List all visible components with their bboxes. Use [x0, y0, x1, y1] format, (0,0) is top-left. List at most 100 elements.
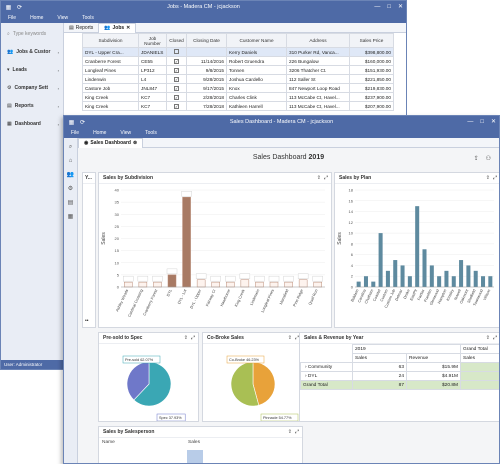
- pivot-row[interactable]: Grand Total 87 $20.8M: [300, 380, 499, 390]
- category-label: Mansfield: [279, 289, 289, 305]
- table-row[interactable]: DYL - Upper Cra... JDANIELS Kerry Daniels 3…: [82, 47, 394, 57]
- more-icon[interactable]: ••: [85, 318, 89, 324]
- closed-checkbox[interactable]: ✓: [174, 58, 179, 64]
- export-icon[interactable]: ⇪: [287, 335, 292, 341]
- refresh-icon[interactable]: ⟳: [16, 4, 23, 11]
- table-row[interactable]: King Creek KC7 ✓ 2/28/2018 Charles Clink 113 …: [82, 92, 394, 102]
- category-label: Drake: [403, 289, 411, 300]
- search-box[interactable]: ⌕ Type keywords: [7, 31, 47, 37]
- search-icon[interactable]: ⌕: [68, 144, 73, 150]
- tick-label: 0: [117, 285, 120, 290]
- close-icon[interactable]: ✕: [490, 119, 496, 125]
- closed-checkbox[interactable]: ✓: [174, 94, 179, 100]
- report-icon[interactable]: ▤: [67, 200, 74, 206]
- sidebar-item-reports[interactable]: ▤ Reports ›: [7, 103, 59, 109]
- bar: [407, 276, 412, 287]
- year-filter-panel: Y... ••: [82, 172, 96, 328]
- refresh-icon[interactable]: ⟳: [79, 119, 86, 126]
- pivot-row[interactable]: › DYL 24 $4.91M: [300, 371, 499, 381]
- people-icon: 👥: [7, 49, 14, 55]
- fullscreen-icon[interactable]: ⤢: [294, 429, 299, 435]
- export-icon[interactable]: ⇪: [485, 175, 490, 181]
- window-title: Sales Dashboard - Madera CM - jcjackson: [229, 119, 334, 125]
- pivot-cell: [460, 362, 499, 372]
- menu-file[interactable]: File: [71, 130, 80, 136]
- table-row[interactable]: Longleaf Pines LP312 ✓ 9/8/2015 Tonnen 3206 T…: [82, 65, 394, 75]
- settings-icon[interactable]: ⚙: [67, 186, 74, 192]
- col-customer-name[interactable]: Customer Name: [226, 33, 287, 48]
- menu-view[interactable]: View: [57, 15, 69, 21]
- bar: [269, 281, 279, 288]
- category-label: Glenwood: [429, 289, 440, 306]
- export-icon[interactable]: ⇪: [485, 335, 490, 341]
- col-job-number[interactable]: Job Number: [138, 33, 167, 48]
- pie-slice: [133, 361, 172, 407]
- tick-label: 4: [351, 263, 354, 268]
- share-icon[interactable]: ⚇: [485, 156, 491, 162]
- table-cell: LP312: [138, 65, 167, 75]
- table-row[interactable]: King Creek KC7 ✓ 7/28/2018 Kathleen Harrell 1…: [82, 101, 394, 111]
- col-closed[interactable]: Closed: [166, 33, 187, 48]
- pie-label-box: [226, 355, 265, 364]
- tab-jobs[interactable]: 👥 Jobs ✕: [98, 22, 137, 33]
- sidebar: ⌕ Type keywords 👥 Jobs & Custor › ▾ Leads › ⚙…: [1, 23, 64, 369]
- col-address[interactable]: Address: [286, 33, 350, 48]
- revenue-pivot-table: 2019 Grand Total Sales Revenue Sales › C…: [300, 344, 499, 390]
- category-label: Baldwin: [350, 289, 359, 303]
- dashboard-icon[interactable]: ▦: [67, 214, 74, 220]
- panel-header: Sales by Salesperson ⇪ ⤢: [99, 427, 302, 438]
- table-cell: KC7: [138, 92, 167, 102]
- table-cell: Kerry Daniels: [226, 47, 287, 57]
- tab-sales-dashboard[interactable]: ◉ Sales Dashboard ⊗: [78, 137, 144, 148]
- menu-tools[interactable]: Tools: [82, 15, 94, 21]
- bar: [356, 281, 361, 287]
- export-icon[interactable]: ⇪: [183, 335, 188, 341]
- fullscreen-icon[interactable]: ⤢: [294, 335, 299, 341]
- closed-checkbox[interactable]: ✓: [174, 76, 179, 82]
- closed-checkbox[interactable]: ✓: [174, 103, 179, 109]
- export-icon[interactable]: ⇪: [316, 175, 321, 181]
- pivot-row[interactable]: › Community 63 $15.9M: [300, 362, 499, 372]
- closed-checkbox[interactable]: ✓: [174, 85, 179, 91]
- close-icon[interactable]: ✕: [397, 4, 403, 10]
- closed-checkbox[interactable]: ✓: [174, 67, 179, 73]
- minimize-icon[interactable]: —: [374, 4, 381, 10]
- export-icon[interactable]: ⇪: [287, 429, 292, 435]
- closed-checkbox[interactable]: [174, 49, 179, 54]
- menu-view[interactable]: View: [120, 130, 132, 136]
- export-icon[interactable]: ⇪: [473, 156, 479, 162]
- sidebar-item-dashboard[interactable]: ▦ Dashboard ›: [7, 121, 59, 127]
- minimize-icon[interactable]: —: [467, 119, 474, 125]
- menu-file[interactable]: File: [8, 15, 17, 21]
- bar: [415, 206, 420, 287]
- fullscreen-icon[interactable]: ⤢: [492, 335, 497, 341]
- close-tab-icon[interactable]: ⊗: [132, 140, 138, 146]
- menu-home[interactable]: Home: [30, 15, 44, 21]
- fullscreen-icon[interactable]: ⤢: [190, 335, 195, 341]
- axis-label: Sales: [337, 232, 343, 245]
- fullscreen-icon[interactable]: ⤢: [323, 175, 328, 181]
- sidebar-item-leads[interactable]: ▾ Leads ›: [7, 67, 59, 73]
- home-icon[interactable]: ⌂: [68, 158, 73, 164]
- chevron-right-icon: ›: [57, 49, 59, 55]
- maximize-icon[interactable]: □: [387, 4, 391, 10]
- table-row[interactable]: Cranberre Forest CE55 ✓ 11/14/2016 Robert Gr…: [82, 56, 394, 66]
- col-subdivision[interactable]: Subdivision: [82, 33, 139, 48]
- people-icon[interactable]: 👥: [66, 172, 75, 178]
- menu-tools[interactable]: Tools: [145, 130, 157, 136]
- table-row[interactable]: Lindenwin L4 ✓ 9/28/2015 Joshua Cardello 112 …: [82, 74, 394, 84]
- sidebar-item-jobs[interactable]: 👥 Jobs & Custor ›: [7, 49, 59, 55]
- dashboard-area: ◉ Sales Dashboard ⊗ Sales Dashboard 2019 ⇪…: [78, 137, 499, 463]
- pie-label: Spec 37.93%: [159, 416, 182, 420]
- tab-reports[interactable]: ▤ Reports: [69, 24, 94, 31]
- close-tab-icon[interactable]: ✕: [126, 25, 131, 31]
- category-label: Hawthorne: [220, 289, 231, 307]
- col-closing-date[interactable]: Closing Date: [186, 33, 227, 48]
- menu-home[interactable]: Home: [93, 130, 107, 136]
- table-row[interactable]: Castore Job JNL847 ✓ 9/17/2015 Knox 847 Newpo…: [82, 83, 394, 93]
- table-header: Subdivision Job Number Closed Closing Da…: [82, 33, 394, 48]
- sidebar-item-company-settings[interactable]: ⚙ Company Sett ›: [7, 85, 59, 91]
- maximize-icon[interactable]: □: [480, 119, 484, 125]
- col-sales-price[interactable]: Sales Price: [349, 33, 394, 48]
- fullscreen-icon[interactable]: ⤢: [492, 175, 497, 181]
